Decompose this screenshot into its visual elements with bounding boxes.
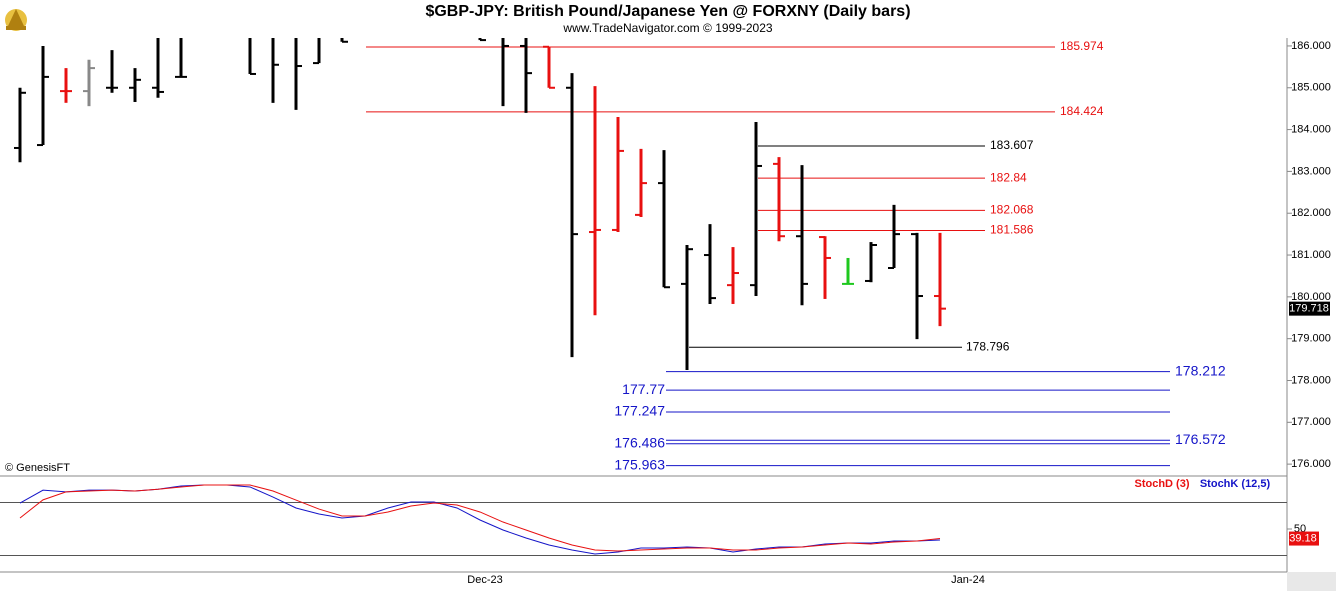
level-label: 178.212 <box>1175 362 1226 378</box>
y-tick-label: 185.000 <box>1291 82 1331 94</box>
level-label: 183.607 <box>990 138 1034 152</box>
level-label: 182.068 <box>990 203 1034 217</box>
level-label: 181.586 <box>990 223 1034 237</box>
level-label: 178.796 <box>966 339 1010 353</box>
corner <box>1287 572 1336 591</box>
y-tick-label: 180.000 <box>1291 291 1331 303</box>
level-label: 176.572 <box>1175 431 1226 447</box>
x-tick-label: Jan-24 <box>951 574 985 586</box>
legend-entry: StochD (3) <box>1135 478 1190 490</box>
chart-subtitle: www.TradeNavigator.com © 1999-2023 <box>562 21 772 35</box>
stoch-line <box>19 484 941 552</box>
price-plot <box>14 38 1170 467</box>
y-tick-label: 182.000 <box>1291 207 1331 219</box>
level-label: 177.77 <box>622 381 665 397</box>
level-label: 184.424 <box>1060 104 1104 118</box>
level-label: 185.974 <box>1060 39 1104 53</box>
y-tick-label: 183.000 <box>1291 165 1331 177</box>
y-tick-label: 186.000 <box>1291 40 1331 52</box>
stoch-plot <box>0 484 1287 556</box>
last-price-label: 179.718 <box>1289 303 1329 315</box>
y-tick-label: 178.000 <box>1291 374 1331 386</box>
logo <box>5 9 27 31</box>
y-tick-label: 181.000 <box>1291 249 1331 261</box>
last-price-box <box>1289 301 1330 316</box>
watermark: © GenesisFT <box>5 462 70 474</box>
last-value-label: 39.18 <box>1289 532 1317 544</box>
level-label: 177.247 <box>614 403 665 419</box>
chart-title: $GBP-JPY: British Pound/Japanese Yen @ F… <box>425 3 910 20</box>
x-axis-strip <box>0 572 1287 591</box>
stoch-line <box>19 484 941 555</box>
y-tick-label: 179.000 <box>1291 333 1331 345</box>
y-tick-label: 184.000 <box>1291 123 1331 135</box>
level-label: 182.84 <box>990 170 1027 184</box>
level-label: 175.963 <box>614 456 665 472</box>
level-label: 176.486 <box>614 435 665 451</box>
legend-entry: StochK (12,5) <box>1200 478 1271 490</box>
y-tick-label: 177.000 <box>1291 416 1331 428</box>
y-tick-label: 176.000 <box>1291 458 1331 470</box>
last-value-box <box>1289 531 1319 546</box>
x-tick-label: Dec-23 <box>467 574 502 586</box>
